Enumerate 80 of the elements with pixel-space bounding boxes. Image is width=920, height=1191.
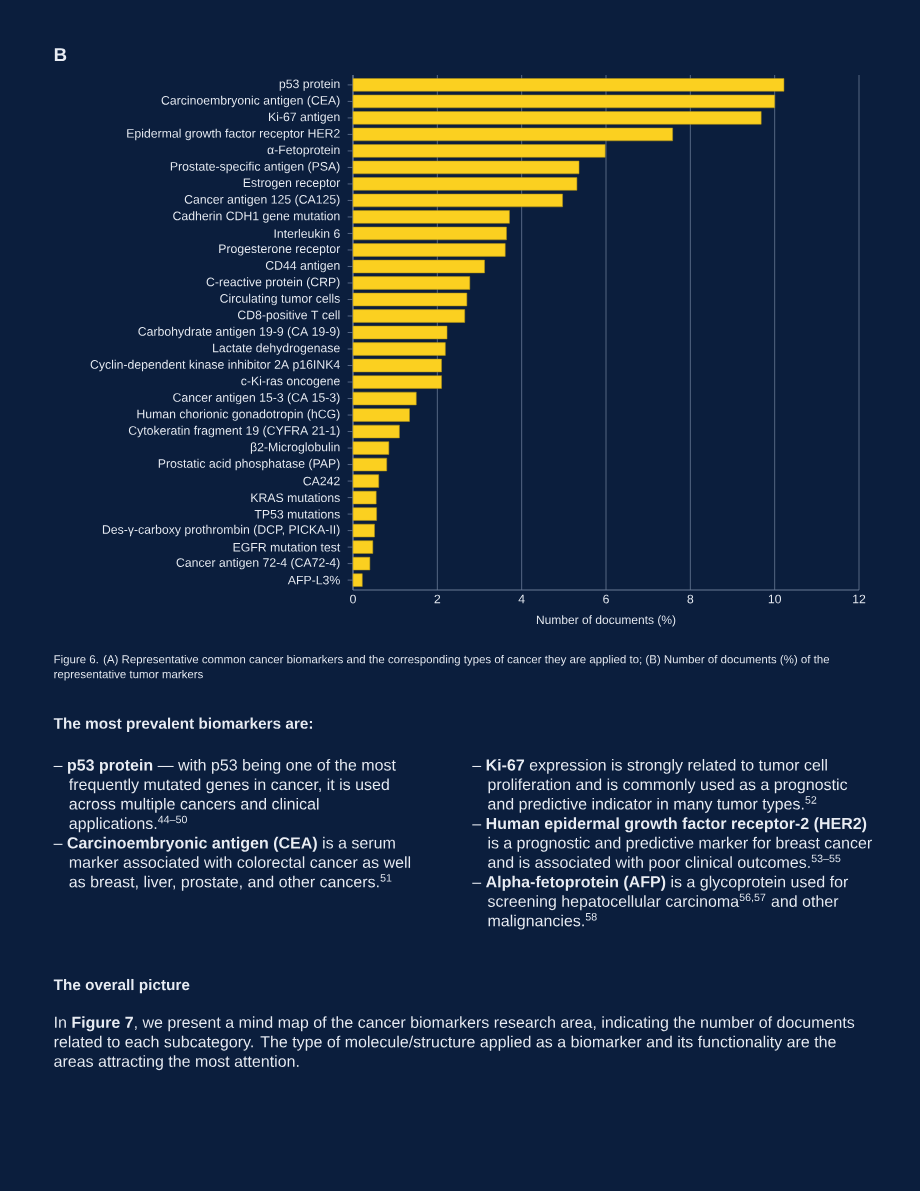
text: The most prevalent biomarkers are: (53, 717, 313, 732)
x-tick-label: 4 (518, 594, 525, 604)
bar (352, 243, 506, 257)
y-tick-label: CD44 antigen (265, 260, 340, 273)
text: In Figure 7, we present a mind map of the cancer biomarkers research area, indicating the number of documents related to each subcategory. The type of molecule/structure applied as a biomarker and its functionality are the areas attracting the most attention. (54, 1016, 855, 1071)
y-tick-label: Estrogen receptor (243, 178, 341, 190)
y-tick-label: AFP-L3% (287, 575, 340, 585)
bar (352, 276, 471, 290)
y-tick-label: Prostatic acid phosphatase (PAP) (158, 458, 340, 471)
x-tick-label: 2 (434, 594, 441, 604)
bar (352, 474, 379, 488)
y-tick-label: CD8-positive T cell (237, 310, 340, 322)
y-tick-label: Cytokeratin fragment 19 (CYFRA 21-1) (128, 425, 340, 438)
bar (352, 507, 377, 521)
bar (352, 127, 673, 142)
y-tick-label: Cancer antigen 15-3 (CA 15-3) (173, 392, 340, 405)
y-tick-label: Cancer antigen 125 (CA125) (184, 194, 340, 207)
y-tick-label: c-Ki-ras oncogene (241, 376, 340, 388)
bar (352, 193, 563, 208)
bar (352, 111, 762, 125)
text: – Alpha-fetoprotein (AFP) is a glycoprotein used for screening hepatocellular carcinoma$^{56,57}$ and other malignancies.$^{58}$ (472, 875, 849, 930)
text: – Carcinoembryonic antigen (CEA) is a serum marker associated with colorectal cancer as well as breast, liver, prostate, and other cancers.$^{51}$ (53, 836, 411, 891)
bar (352, 160, 580, 175)
bar (352, 94, 775, 109)
bar (352, 309, 466, 323)
y-tick-label: Interleukin 6 (274, 228, 340, 238)
text: – Ki-67 expression is strongly related to tumor cell proliferation and is commonly used as a prognostic and predictive indicator in many tumor types.$^{52}$ (472, 758, 848, 813)
bar (352, 375, 442, 389)
y-tick-label: Lactate dehydrogenase (213, 343, 340, 355)
y-tick-label: C-reactive protein (CRP) (206, 277, 340, 289)
y-tick-label: Carcinoembryonic antigen (CEA) (161, 95, 340, 108)
bar (352, 523, 375, 538)
y-tick-label: Des-γ-carboxy prothrombin (DCP, PICKA-II) (102, 524, 340, 537)
text: – Human epidermal growth factor receptor-2 (HER2) is a prognostic and predictive marker for breast cancer and is associated with poor clinical outcomes.$^{53–55}$ (472, 817, 872, 872)
bar (352, 177, 578, 191)
y-tick-label: Cancer antigen 72-4 (CA72-4) (176, 557, 340, 570)
bar (352, 210, 510, 224)
x-tick-label: 10 (768, 594, 782, 604)
x-tick-label: 6 (603, 594, 609, 604)
y-tick-label: Cyclin-dependent kinase inhibitor 2A p16INK4 (90, 359, 340, 372)
x-tick-label: 0 (350, 594, 356, 604)
bar (352, 457, 388, 472)
y-tick-label: CA242 (303, 476, 340, 486)
bar (352, 78, 785, 92)
bar (352, 490, 377, 505)
y-tick-label: EGFR mutation test (233, 542, 341, 552)
y-tick-label: Human chorionic gonadotropin (hCG) (137, 409, 340, 421)
bar (352, 573, 363, 587)
bar (352, 391, 417, 406)
text: – p53 protein — with p53 being one of the most frequently mutated genes in cancer, it is used across multiple cancers and clinical applications.$^{44–50}$ (53, 758, 396, 833)
bar (352, 424, 400, 439)
caption: Figure 6. (A) Representative common cancer biomarkers and the corresponding types of cancer they are applied to; (B) Number of documents (%) of the representative tumor markers (54, 654, 830, 681)
y-tick-label: Cadherin CDH1 gene mutation (173, 211, 340, 223)
bar (352, 292, 468, 307)
bar (352, 540, 374, 554)
text: B (54, 48, 67, 62)
y-tick-label: Ki-67 antigen (269, 112, 340, 124)
y-tick-label: TP53 mutations (254, 509, 340, 519)
x-tick-label: 12 (853, 594, 866, 604)
bar (352, 556, 371, 571)
x-axis-title: Number of documents (%) (536, 615, 676, 627)
y-tick-label: Carbohydrate antigen 19-9 (CA 19-9) (138, 326, 340, 339)
bar (352, 325, 448, 340)
y-tick-label: KRAS mutations (251, 493, 340, 503)
bar (352, 144, 606, 158)
y-tick-label: Epidermal growth factor receptor HER2 (127, 128, 340, 141)
y-tick-label: Progesterone receptor (219, 244, 341, 256)
y-tick-label: Circulating tumor cells (220, 293, 340, 306)
bar (352, 358, 442, 373)
x-tick-label: 8 (687, 594, 694, 604)
y-tick-label: α-Fetoprotein (267, 145, 340, 157)
bar (352, 441, 390, 455)
y-tick-label: β2-Microglobulin (250, 442, 340, 454)
bar (352, 259, 485, 274)
bar (352, 226, 507, 241)
bar (352, 342, 446, 356)
text: The overall picture (53, 978, 190, 994)
bar (352, 408, 410, 422)
y-tick-label: Prostate-specific antigen (PSA) (170, 161, 340, 174)
y-tick-label: p53 protein (279, 79, 340, 91)
